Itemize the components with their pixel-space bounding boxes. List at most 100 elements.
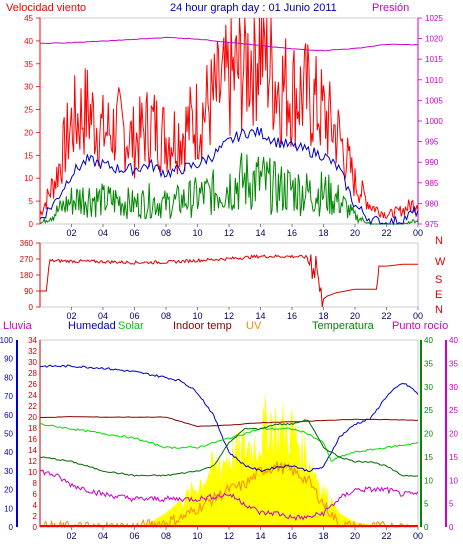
wind-tick-label: 5 [29,197,34,206]
temp-left-tick-label: 10 [28,468,37,477]
temp-x-tick-label: 10 [192,531,202,541]
dewpoint-right-tick-label: 25 [449,406,458,415]
pressure-tick-label: 995 [425,138,439,147]
wind-x-tick-label: 00 [413,228,423,238]
direction-tick-label: 90 [24,287,33,296]
direction-tick-label: 270 [20,255,34,264]
gust-series-line [39,17,419,220]
wind-x-tick-label: 18 [318,228,328,238]
wind-x-tick-label: 02 [66,228,76,238]
direction-x-tick-label: 06 [129,311,139,321]
humidity-tick-label: 20 [4,486,13,495]
dewpoint-right-tick-label: 35 [449,359,458,368]
wind-x-tick-label: 22 [381,228,391,238]
solar-radiation-area [40,392,418,527]
direction-x-tick-label: 12 [224,311,234,321]
label-indoor-temp: Indoor temp [173,320,232,332]
pressure-tick-label: 990 [425,158,439,167]
pressure-tick-label: 1010 [425,76,443,85]
temp-x-tick-label: 22 [381,531,391,541]
dewpoint-right-tick-label: 15 [449,453,458,462]
direction-tick-label: 0 [29,303,34,312]
temp-left-tick-label: 24 [28,391,37,400]
direction-tick-label: 360 [20,239,34,248]
wind-axis-label: Velocidad viento [6,2,86,14]
dewpoint-right-tick-label: 0 [449,523,454,532]
pressure-tick-label: 975 [425,220,439,229]
temp-left-tick-label: 12 [28,457,37,466]
temp-left-tick-label: 30 [28,358,37,367]
direction-x-tick-label: 02 [66,311,76,321]
wind-x-tick-label: 04 [98,228,108,238]
wind-x-tick-label: 12 [224,228,234,238]
temp-left-tick-label: 26 [28,380,37,389]
pressure-tick-label: 1025 [425,14,443,23]
direction-panel-frame [39,242,419,308]
temp-left-tick-label: 34 [28,336,37,345]
direction-x-tick-label: 08 [161,311,171,321]
temp-right-tick-label: 25 [424,406,433,415]
temp-x-tick-label: 20 [350,531,360,541]
solar-series-line [39,423,419,462]
direction-x-tick-label: 22 [381,311,391,321]
humidity-tick-label: 90 [4,355,13,364]
temp-right-tick-label: 40 [424,336,433,345]
temp-x-tick-label: 18 [318,531,328,541]
wind-x-tick-label: 16 [287,228,297,238]
label-temperatura: Temperatura [312,320,375,332]
temp-x-tick-label: 02 [66,531,76,541]
temp-left-tick-label: 18 [28,424,37,433]
pressure-tick-label: 1000 [425,117,443,126]
temp-x-tick-label: 00 [413,531,423,541]
temp-x-tick-label: 16 [287,531,297,541]
temp-left-tick-label: 0 [33,523,38,532]
wind-tick-label: 40 [24,37,33,46]
compass-label: W [435,256,446,268]
direction-x-tick-label: 10 [192,311,202,321]
direction-series-line [40,254,418,308]
wind-x-tick-label: 06 [129,228,139,238]
temp-right-tick-label: 0 [424,523,429,532]
dewpoint-right-tick-label: 40 [449,336,458,345]
dewpoint-right-tick-label: 30 [449,383,458,392]
temp-x-tick-label: 08 [161,531,171,541]
pressure-tick-label: 980 [425,199,439,208]
temp-left-tick-label: 2 [33,512,38,521]
compass-label: S [435,274,442,286]
avg-wind-series-line [39,126,419,226]
temp-right-tick-label: 5 [424,500,429,509]
label-uv: UV [246,320,262,332]
wind-tick-label: 30 [24,83,33,92]
temp-x-tick-label: 04 [98,531,108,541]
pressure-axis-label: Presión [372,2,409,14]
humidity-tick-label: 50 [4,430,13,439]
wind-tick-label: 45 [24,14,33,23]
temp-left-tick-label: 6 [33,490,38,499]
temp-left-tick-label: 8 [33,479,38,488]
humidity-tick-label: 10 [4,504,13,513]
wind-tick-label: 35 [24,60,33,69]
humidity-tick-label: 40 [4,448,13,457]
chart-title: 24 hour graph day : 01 Junio 2011 [170,2,337,14]
pressure-series-line [39,36,419,52]
pressure-tick-label: 1005 [425,96,443,105]
label-solar: Solar [118,320,144,332]
wind-x-tick-label: 14 [255,228,265,238]
compass-label: E [435,289,442,301]
direction-x-tick-label: 20 [350,311,360,321]
humidity-tick-label: 0 [9,523,14,532]
temp-right-tick-label: 30 [424,383,433,392]
humidity-tick-label: 30 [4,467,13,476]
temp-left-tick-label: 22 [28,402,37,411]
temp-left-tick-label: 32 [28,347,37,356]
temp-right-tick-label: 10 [424,476,433,485]
wind-x-tick-label: 20 [350,228,360,238]
pressure-tick-label: 1015 [425,55,443,64]
wind-x-tick-label: 10 [192,228,202,238]
direction-tick-label: 180 [20,271,34,280]
wind-tick-label: 15 [24,151,33,160]
temp-left-tick-label: 4 [33,501,38,510]
wind-tick-label: 25 [24,106,33,115]
dewpoint-right-tick-label: 20 [449,430,458,439]
